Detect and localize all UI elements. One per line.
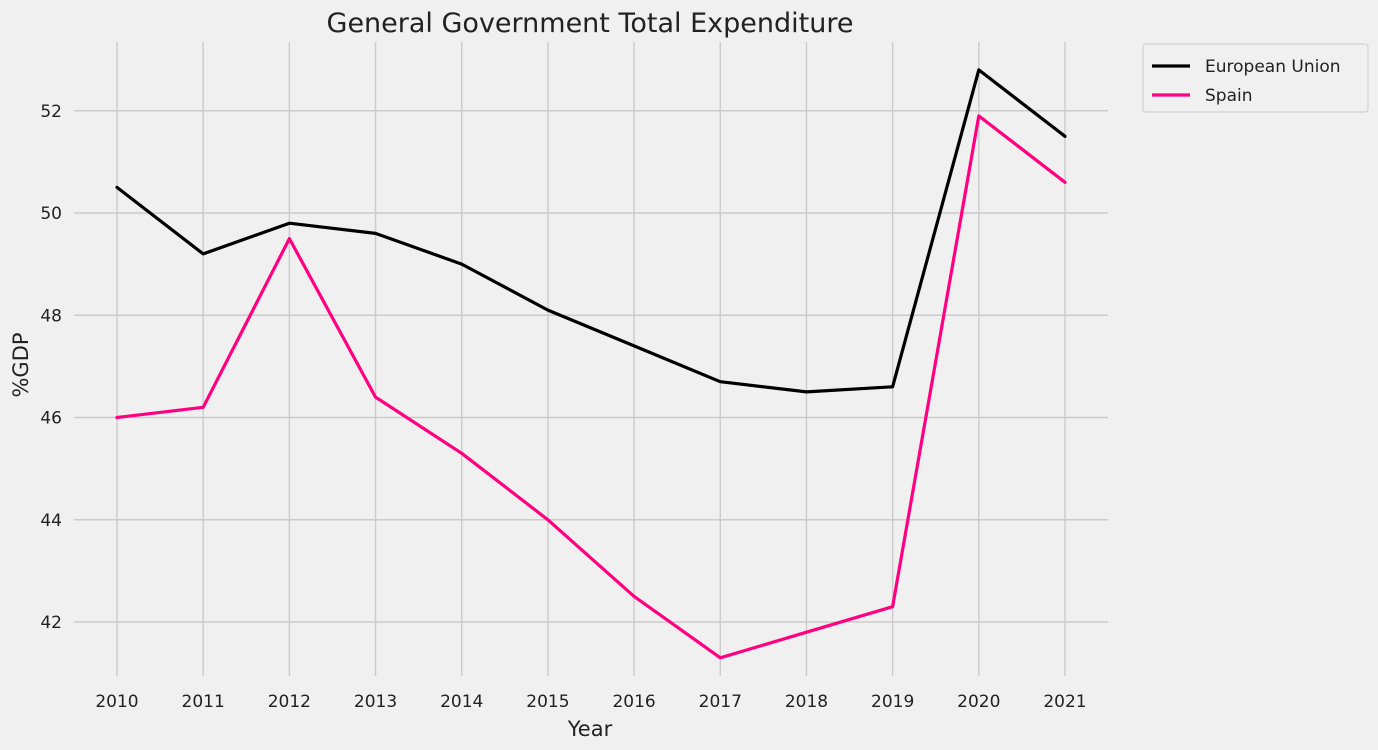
y-tick-label-44: 44 bbox=[40, 511, 62, 531]
legend-frame bbox=[1142, 43, 1369, 113]
x-tick-label-2015: 2015 bbox=[526, 692, 569, 712]
x-tick-label-2018: 2018 bbox=[785, 692, 828, 712]
series-line-european-union bbox=[115, 68, 1067, 394]
x-tick-labels: 2010 2011 2012 2013 2014 2015 2016 2017 2018 2019… bbox=[95, 692, 1086, 712]
x-tick-label-2013: 2013 bbox=[354, 692, 397, 712]
y-tick-label-52: 52 bbox=[40, 102, 62, 122]
x-tick-label-2012: 2012 bbox=[268, 692, 311, 712]
y-tick-label-42: 42 bbox=[40, 613, 62, 633]
x-tick-label-2011: 2011 bbox=[182, 692, 225, 712]
x-tick-label-2020: 2020 bbox=[957, 692, 1000, 712]
chart-title: General Government Total Expenditure bbox=[327, 8, 854, 39]
x-tick-label-2021: 2021 bbox=[1043, 692, 1086, 712]
grid bbox=[74, 42, 1108, 676]
y-axis-label: %GDP bbox=[9, 332, 33, 397]
legend: European Union Spain bbox=[1142, 43, 1369, 113]
x-tick-label-2010: 2010 bbox=[95, 692, 138, 712]
legend-label-spain: Spain bbox=[1205, 86, 1253, 106]
x-tick-label-2017: 2017 bbox=[699, 692, 742, 712]
x-tick-label-2016: 2016 bbox=[612, 692, 655, 712]
series-lines bbox=[115, 68, 1067, 660]
y-tick-label-46: 46 bbox=[40, 409, 62, 429]
x-tick-label-2019: 2019 bbox=[871, 692, 914, 712]
y-tick-label-50: 50 bbox=[40, 204, 62, 224]
legend-label-european-union: European Union bbox=[1205, 57, 1341, 77]
y-tick-label-48: 48 bbox=[40, 306, 62, 326]
y-tick-labels: 42 44 46 48 50 52 bbox=[40, 102, 62, 633]
series-line-spain bbox=[115, 114, 1067, 660]
x-axis-label: Year bbox=[567, 717, 613, 741]
x-tick-label-2014: 2014 bbox=[440, 692, 483, 712]
